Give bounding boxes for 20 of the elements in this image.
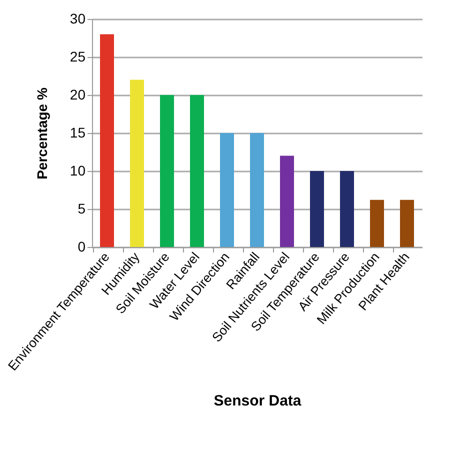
bar (100, 34, 114, 247)
bar (190, 95, 204, 247)
y-tick-label: 0 (78, 238, 86, 254)
bar (400, 200, 414, 247)
bar (370, 200, 384, 247)
y-tick-label: 15 (70, 124, 86, 140)
x-axis-title: Sensor Data (214, 392, 302, 410)
y-tick-label: 20 (70, 86, 86, 102)
bar (220, 133, 234, 247)
y-tick-label: 5 (78, 200, 86, 216)
bar (250, 133, 264, 247)
bar (160, 95, 174, 247)
y-tick-label: 30 (70, 10, 86, 26)
bar (280, 156, 294, 247)
y-tick-label: 25 (70, 48, 86, 64)
bar (340, 171, 354, 247)
bar (130, 80, 144, 247)
y-tick-label: 10 (70, 162, 86, 178)
y-axis-title: Percentage % (34, 87, 50, 180)
bar (310, 171, 324, 247)
